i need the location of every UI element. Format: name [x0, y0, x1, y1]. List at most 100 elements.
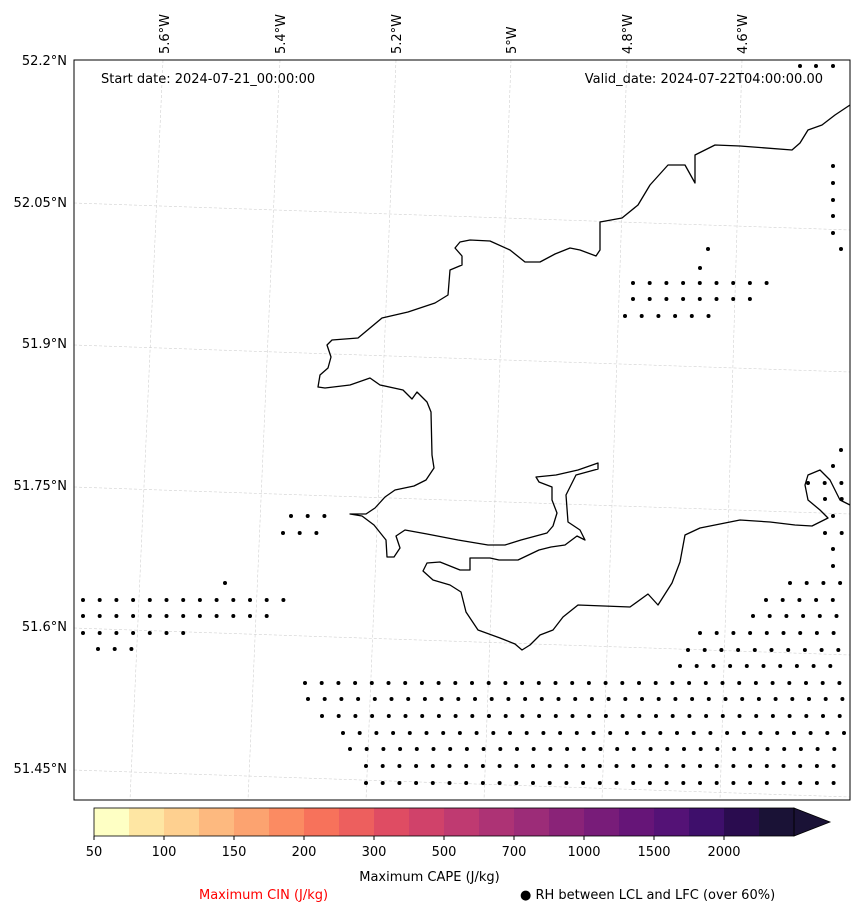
stipple-dot [747, 297, 752, 301]
stipple-dot [524, 731, 529, 735]
stipple-dot [320, 714, 324, 718]
colorbar-segment [759, 808, 795, 836]
stipple-dot [414, 781, 419, 785]
stipple-dot [506, 697, 511, 701]
stipple-dot [754, 714, 759, 718]
colorbar-tick-label: 200 [291, 845, 317, 860]
colorbar-tick-label: 100 [151, 845, 177, 860]
stipple-dot [698, 747, 703, 751]
stipple-dot [732, 747, 737, 751]
stipple-dot [698, 764, 702, 768]
stipple-dot [758, 731, 763, 735]
stipple-dot [470, 681, 474, 685]
stipple-dot [682, 747, 686, 751]
stipple-dot [181, 614, 186, 618]
stipple-dot [802, 648, 807, 652]
stipple-dot [731, 781, 736, 785]
stipple-dot [597, 764, 602, 768]
stipple-dot [581, 764, 586, 768]
stipple-dot [131, 631, 136, 635]
stipple-dot [97, 631, 102, 635]
stipple-dot [747, 281, 752, 285]
stipple-dot [689, 314, 694, 318]
stipple-dot [839, 481, 844, 485]
stipple-dot [430, 764, 435, 768]
stipple-dot [702, 648, 707, 652]
stipple-dot [386, 714, 391, 718]
meridian-5-6w [129, 59, 164, 801]
stipple-dot [541, 731, 546, 735]
parallel-51-9n [73, 344, 851, 373]
stipple-dot [597, 781, 602, 785]
stipple-dot [164, 614, 169, 618]
stipple-dot [181, 598, 186, 602]
stipple-dot [391, 731, 396, 735]
stipple-dot [751, 614, 755, 618]
colorbar-segment [409, 808, 445, 836]
stipple-dot [801, 614, 806, 618]
stipple-dot [831, 181, 835, 185]
stipple-dot [744, 664, 749, 668]
stipple-dot [823, 497, 827, 501]
stipple-dot [403, 681, 408, 685]
rh-stipple [81, 64, 846, 785]
colorbar-segment [514, 808, 550, 836]
colorbar-segment [374, 808, 410, 836]
stipple-dot [380, 764, 385, 768]
stipple-dot [531, 764, 535, 768]
stipple-dot [764, 281, 769, 285]
stipple-dot [448, 747, 453, 751]
stipple-dot [664, 297, 669, 301]
colorbar-segment [584, 808, 620, 836]
stipple-dot [547, 764, 552, 768]
stipple-dot [503, 714, 508, 718]
stipple-dot [464, 781, 469, 785]
stipple-dot [831, 764, 836, 768]
stipple-dot [741, 731, 746, 735]
stipple-dot [703, 681, 708, 685]
stipple-dot [820, 681, 825, 685]
stipple-dot [547, 781, 552, 785]
colorbar-tick-label: 2000 [707, 845, 741, 860]
stipple-dot [380, 781, 385, 785]
stipple-dot [491, 731, 496, 735]
stipple-dot [248, 598, 252, 602]
stipple-dot [731, 631, 736, 635]
stipple-dot [631, 747, 636, 751]
stipple-dot [647, 297, 652, 301]
stipple-dot [606, 697, 611, 701]
stipple-dot [97, 598, 102, 602]
stipple-dot [523, 697, 528, 701]
stipple-dot [788, 581, 792, 585]
stipple-dot [164, 631, 169, 635]
stipple-dot [114, 631, 119, 635]
stipple-dot [781, 764, 786, 768]
cape-colorbar [93, 807, 832, 840]
graticule [73, 59, 851, 801]
stipple-dot [656, 697, 661, 701]
stipple-dot [586, 681, 591, 685]
stipple-dot [681, 781, 686, 785]
stipple-dot [322, 514, 327, 518]
stipple-dot [748, 631, 753, 635]
colorbar-segment [619, 808, 655, 836]
colorbar-segment [444, 808, 480, 836]
stipple-dot [112, 647, 117, 651]
stipple-dot [748, 764, 753, 768]
stipple-dot [704, 714, 709, 718]
stipple-dot [624, 731, 629, 735]
stipple-dot [686, 648, 690, 652]
stipple-dot [814, 64, 818, 68]
stipple-dot [736, 648, 741, 652]
stipple-dot [670, 681, 675, 685]
coastline [317, 104, 851, 651]
stipple-dot [131, 598, 136, 602]
lon-label-4-6w: 4.6°W [736, 14, 751, 54]
lat-label-51-75n: 51.75°N [14, 479, 67, 494]
stipple-dot [281, 598, 286, 602]
stipple-dot [403, 714, 408, 718]
stipple-dot [556, 697, 561, 701]
stipple-dot [714, 781, 719, 785]
stipple-dot [770, 681, 775, 685]
stipple-dot [681, 764, 686, 768]
